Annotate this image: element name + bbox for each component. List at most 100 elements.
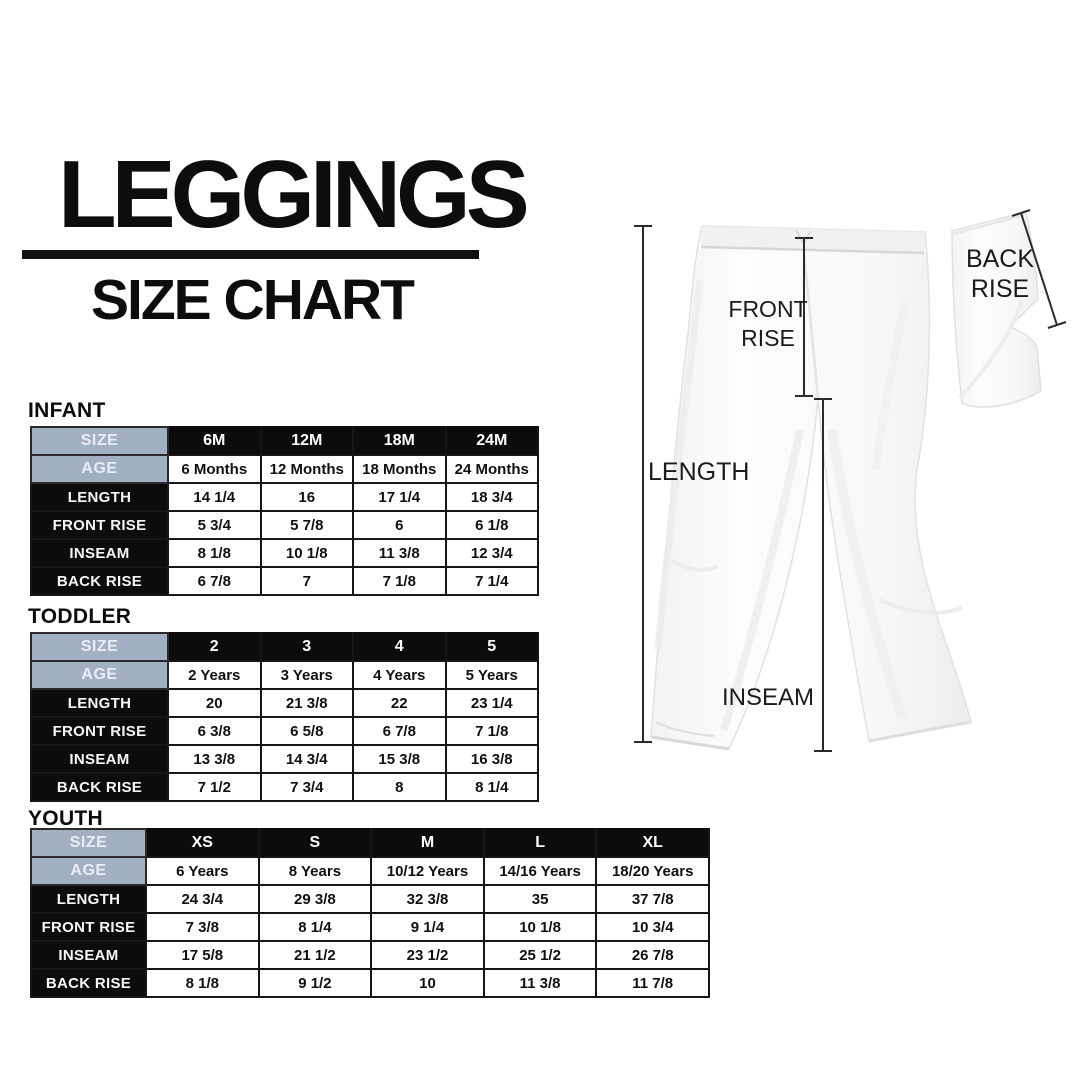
measure-value-cell: 16 3/8 bbox=[444, 744, 539, 774]
front-rise-measure-line bbox=[795, 237, 813, 397]
measure-value-cell: 8 bbox=[352, 772, 447, 802]
size-header-row: SIZE 6M 12M 18M 24M bbox=[30, 426, 539, 456]
back-rise-measure-label-line2: RISE bbox=[971, 275, 1029, 303]
measure-value-cell: 6 bbox=[352, 510, 447, 540]
length-measure-line bbox=[634, 225, 652, 743]
measure-label-cell: INSEAM bbox=[30, 744, 169, 774]
measure-value-cell: 7 3/4 bbox=[259, 772, 354, 802]
measure-value-cell: 5 7/8 bbox=[259, 510, 354, 540]
measure-value-cell: 10 1/8 bbox=[259, 538, 354, 568]
size-header-row: SIZE 2 3 4 5 bbox=[30, 632, 539, 662]
age-value-cell: 18/20 Years bbox=[595, 856, 710, 886]
toddler-size-table: SIZE 2 3 4 5 AGE 2 Years 3 Years 4 Years 5 Years L… bbox=[30, 632, 539, 802]
inseam-measure-label: INSEAM bbox=[722, 684, 814, 711]
measure-value-cell: 5 3/4 bbox=[167, 510, 262, 540]
measure-row: LENGTH 20 21 3/8 22 23 1/4 bbox=[30, 688, 539, 718]
measure-value-cell: 11 3/8 bbox=[352, 538, 447, 568]
size-value-cell: XL bbox=[595, 828, 710, 858]
leggings-back-piece-illustration bbox=[951, 211, 1042, 408]
measure-value-cell: 10 1/8 bbox=[482, 912, 598, 942]
measure-value-cell: 7 1/8 bbox=[352, 566, 447, 596]
measure-value-cell: 26 7/8 bbox=[595, 940, 710, 970]
section-heading-infant: INFANT bbox=[28, 399, 106, 422]
measure-value-cell: 8 1/8 bbox=[167, 538, 262, 568]
measure-value-cell: 17 5/8 bbox=[145, 940, 260, 970]
measure-value-cell: 7 3/8 bbox=[145, 912, 260, 942]
measure-row: BACK RISE 8 1/8 9 1/2 10 11 3/8 11 7/8 bbox=[30, 968, 710, 998]
measure-row: INSEAM 13 3/8 14 3/4 15 3/8 16 3/8 bbox=[30, 744, 539, 774]
measure-label-cell: FRONT RISE bbox=[30, 716, 169, 746]
measure-row: INSEAM 17 5/8 21 1/2 23 1/2 25 1/2 26 7/8 bbox=[30, 940, 710, 970]
size-value-cell: M bbox=[370, 828, 485, 858]
measure-value-cell: 8 1/4 bbox=[444, 772, 539, 802]
size-value-cell: 5 bbox=[444, 632, 539, 662]
measure-value-cell: 13 3/8 bbox=[167, 744, 262, 774]
measure-value-cell: 23 1/4 bbox=[444, 688, 539, 718]
measure-value-cell: 12 3/4 bbox=[444, 538, 539, 568]
page-title: LEGGINGS bbox=[58, 141, 530, 248]
age-row: AGE 2 Years 3 Years 4 Years 5 Years bbox=[30, 660, 539, 690]
title-underline bbox=[22, 250, 479, 259]
size-value-cell: L bbox=[482, 828, 598, 858]
measure-row: LENGTH 14 1/4 16 17 1/4 18 3/4 bbox=[30, 482, 539, 512]
measure-label-cell: LENGTH bbox=[30, 688, 169, 718]
measure-value-cell: 6 5/8 bbox=[259, 716, 354, 746]
size-label-cell: SIZE bbox=[30, 828, 147, 858]
measure-value-cell: 6 7/8 bbox=[167, 566, 262, 596]
age-value-cell: 12 Months bbox=[259, 454, 354, 484]
measure-value-cell: 29 3/8 bbox=[257, 884, 373, 914]
age-value-cell: 6 Years bbox=[145, 856, 260, 886]
measure-value-cell: 9 1/4 bbox=[370, 912, 485, 942]
measure-value-cell: 15 3/8 bbox=[352, 744, 447, 774]
size-label-cell: SIZE bbox=[30, 632, 169, 662]
size-value-cell: 4 bbox=[352, 632, 447, 662]
infant-size-table: SIZE 6M 12M 18M 24M AGE 6 Months 12 Months 18 Mo… bbox=[30, 426, 539, 596]
measure-value-cell: 17 1/4 bbox=[352, 482, 447, 512]
size-label-cell: SIZE bbox=[30, 426, 169, 456]
measurement-lines bbox=[634, 209, 1067, 752]
measure-label-cell: INSEAM bbox=[30, 940, 147, 970]
measure-row: BACK RISE 7 1/2 7 3/4 8 8 1/4 bbox=[30, 772, 539, 802]
measure-value-cell: 14 3/4 bbox=[259, 744, 354, 774]
age-value-cell: 6 Months bbox=[167, 454, 262, 484]
leggings-measurement-illustration: LENGTH INSEAM FRONT RISE BACK RISE bbox=[634, 209, 1067, 752]
age-label-cell: AGE bbox=[30, 660, 169, 690]
age-value-cell: 5 Years bbox=[444, 660, 539, 690]
measure-row: INSEAM 8 1/8 10 1/8 11 3/8 12 3/4 bbox=[30, 538, 539, 568]
measure-value-cell: 23 1/2 bbox=[370, 940, 485, 970]
measure-value-cell: 35 bbox=[482, 884, 598, 914]
measure-row: FRONT RISE 5 3/4 5 7/8 6 6 1/8 bbox=[30, 510, 539, 540]
measure-value-cell: 21 1/2 bbox=[257, 940, 373, 970]
measure-label-cell: BACK RISE bbox=[30, 968, 147, 998]
measure-label-cell: BACK RISE bbox=[30, 566, 169, 596]
measure-value-cell: 18 3/4 bbox=[444, 482, 539, 512]
age-value-cell: 10/12 Years bbox=[370, 856, 485, 886]
measure-value-cell: 7 1/4 bbox=[444, 566, 539, 596]
size-value-cell: 3 bbox=[259, 632, 354, 662]
measure-value-cell: 16 bbox=[259, 482, 354, 512]
measure-value-cell: 11 7/8 bbox=[595, 968, 710, 998]
section-heading-toddler: TODDLER bbox=[28, 605, 132, 628]
age-row: AGE 6 Months 12 Months 18 Months 24 Months bbox=[30, 454, 539, 484]
measure-value-cell: 14 1/4 bbox=[167, 482, 262, 512]
measure-value-cell: 10 3/4 bbox=[595, 912, 710, 942]
section-heading-youth: YOUTH bbox=[28, 807, 103, 830]
measure-value-cell: 6 7/8 bbox=[352, 716, 447, 746]
measure-label-cell: FRONT RISE bbox=[30, 510, 169, 540]
measure-value-cell: 10 bbox=[370, 968, 485, 998]
age-value-cell: 8 Years bbox=[257, 856, 373, 886]
measure-value-cell: 11 3/8 bbox=[482, 968, 598, 998]
measure-label-cell: LENGTH bbox=[30, 884, 147, 914]
age-label-cell: AGE bbox=[30, 454, 169, 484]
measure-label-cell: FRONT RISE bbox=[30, 912, 147, 942]
measure-value-cell: 32 3/8 bbox=[370, 884, 485, 914]
age-value-cell: 2 Years bbox=[167, 660, 262, 690]
measure-value-cell: 21 3/8 bbox=[259, 688, 354, 718]
measure-row: LENGTH 24 3/4 29 3/8 32 3/8 35 37 7/8 bbox=[30, 884, 710, 914]
measure-value-cell: 24 3/4 bbox=[145, 884, 260, 914]
back-rise-measure-label-line1: BACK bbox=[966, 245, 1034, 273]
measure-label-cell: LENGTH bbox=[30, 482, 169, 512]
size-value-cell: 2 bbox=[167, 632, 262, 662]
measure-value-cell: 7 1/2 bbox=[167, 772, 262, 802]
age-label-cell: AGE bbox=[30, 856, 147, 886]
